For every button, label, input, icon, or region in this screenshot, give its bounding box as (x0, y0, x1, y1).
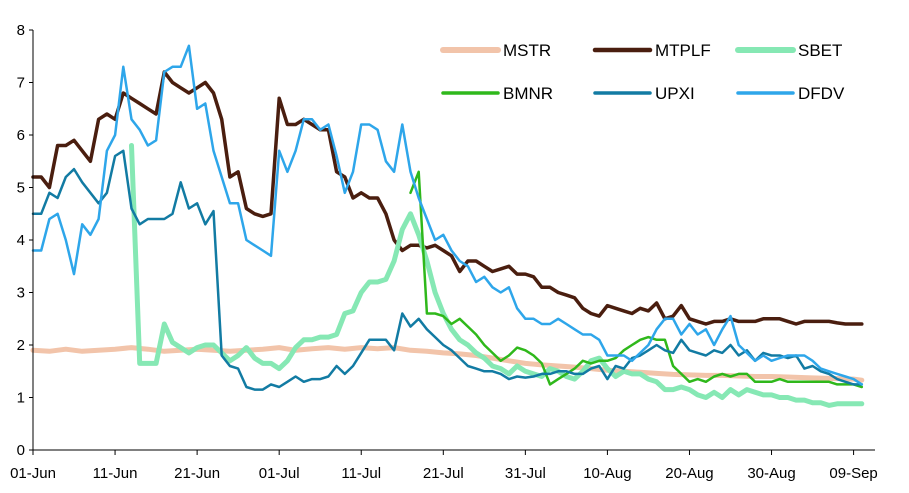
y-tick-label: 0 (17, 442, 25, 459)
y-tick-label: 4 (17, 232, 25, 249)
legend: MSTR MTPLF SBET BMNR UPXI DFDV (440, 41, 845, 103)
series-layer (30, 44, 865, 408)
x-tick-label: 30-Aug (747, 465, 795, 482)
legend-label-sbet: SBET (798, 41, 842, 60)
x-tick-label: 01-Jun (10, 465, 56, 482)
y-tick-label: 6 (17, 127, 25, 144)
x-tick-label: 10-Aug (583, 465, 631, 482)
x-tick-label: 01-Jul (259, 465, 300, 482)
axes-layer: 0 1 2 3 4 5 6 7 8 01-Jun 11-Jun 21-Jun 01-Jul 11-Jul 2… (10, 22, 878, 482)
legend-label-bmnr: BMNR (503, 84, 553, 103)
series-line-upxi (31, 149, 864, 391)
x-tick-label: 31-Jul (505, 465, 546, 482)
series-line-sbet (129, 143, 865, 408)
x-tick-label: 11-Jul (341, 465, 381, 482)
x-tick-label: 20-Aug (665, 465, 713, 482)
y-tick-label: 1 (17, 390, 25, 407)
legend-label-dfdv: DFDV (798, 84, 845, 103)
y-tick-label: 7 (17, 75, 25, 92)
series-line-bmnr (409, 170, 864, 389)
x-tick-label: 11-Jun (93, 465, 138, 482)
x-tick-label: 21-Jul (423, 465, 464, 482)
y-tick-label: 3 (17, 285, 25, 302)
legend-label-mstr: MSTR (503, 41, 551, 60)
y-tick-label: 2 (17, 337, 25, 354)
x-tick-label: 21-Jun (174, 465, 220, 482)
x-tick-label: 09-Sep (829, 465, 877, 482)
y-tick-label: 5 (17, 180, 25, 197)
series-line-dfdv (31, 44, 864, 386)
series-line-mtplf (31, 70, 864, 326)
y-tick-label: 8 (17, 22, 25, 39)
legend-label-upxi: UPXI (655, 84, 695, 103)
legend-label-mtplf: MTPLF (655, 41, 711, 60)
